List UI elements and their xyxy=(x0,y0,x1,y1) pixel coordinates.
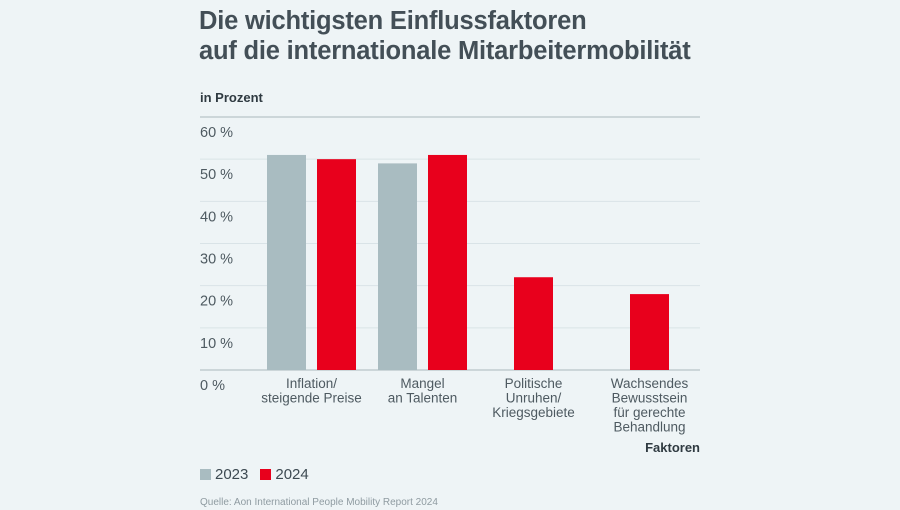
chart-title-line-2: auf die internationale Mitarbeitermobili… xyxy=(199,37,691,65)
x-category-label: Wachsendes Bewusstsein für gerechte Behandl… xyxy=(611,376,689,435)
legend: 2023 2024 xyxy=(200,466,321,483)
y-tick-label: 40 % xyxy=(200,209,233,225)
bar-2024-cat3 xyxy=(514,277,553,370)
x-category-label-line: Mangel xyxy=(400,376,444,391)
x-axis-labels: Inflation/steigende Preise Mangel an Talen… xyxy=(261,376,688,435)
x-category-label-line: Bewusstsein xyxy=(612,391,688,406)
x-category-label-line: Inflation/ xyxy=(286,376,337,391)
legend-swatch-2024 xyxy=(260,469,272,480)
bar-2024-cat2 xyxy=(428,154,467,370)
bars xyxy=(267,154,669,370)
x-category-label-line: Wachsendes xyxy=(611,376,689,391)
source-note: Quelle: Aon International People Mobilit… xyxy=(200,497,438,508)
bar-2024-cat1 xyxy=(317,159,356,370)
x-category-label: Inflation/steigende Preise xyxy=(261,376,362,406)
legend-item-2024: 2024 xyxy=(260,466,309,483)
bar-2023-cat2 xyxy=(378,163,417,370)
bar-2023-cat1 xyxy=(267,154,306,370)
x-category-label-line: Politische xyxy=(505,376,563,391)
y-axis-ticks: 0 % 10 % 20 % 30 % 40 % 50 % 60 % xyxy=(200,125,233,394)
x-category-label-line: für gerechte xyxy=(613,405,685,420)
y-tick-label: 10 % xyxy=(200,336,233,352)
y-tick-label: 60 % xyxy=(200,125,233,141)
x-category-label-line: Unruhen/ xyxy=(506,391,562,406)
x-axis-title: Faktoren xyxy=(645,440,700,455)
legend-label-2024: 2024 xyxy=(275,466,309,483)
x-category-label-line: Behandlung xyxy=(613,420,685,435)
y-axis-unit-label: in Prozent xyxy=(200,90,263,105)
x-category-label-line: Kriegsgebiete xyxy=(492,405,575,420)
x-category-label-line: steigende Preise xyxy=(261,391,362,406)
y-tick-label: 50 % xyxy=(200,167,233,183)
bar-2024-cat4 xyxy=(630,294,669,370)
chart-title-line-1: Die wichtigsten Einflussfaktoren xyxy=(199,7,587,35)
y-tick-label: 0 % xyxy=(200,378,225,394)
x-category-label: Politische Unruhen/Kriegsgebiete xyxy=(492,376,575,420)
y-tick-label: 30 % xyxy=(200,252,233,268)
y-tick-label: 20 % xyxy=(200,294,233,310)
legend-label-2023: 2023 xyxy=(215,466,249,483)
legend-item-2023: 2023 xyxy=(200,466,248,483)
bar-chart: 0 % 10 % 20 % 30 % 40 % 50 % 60 % Inflation/st… xyxy=(200,116,700,455)
chart-title: Die wichtigsten Einflussfaktoren auf die… xyxy=(199,6,691,66)
x-category-label: Mangel an Talenten xyxy=(388,376,458,406)
x-category-label-line: an Talenten xyxy=(388,391,458,406)
legend-swatch-2023 xyxy=(200,469,211,480)
